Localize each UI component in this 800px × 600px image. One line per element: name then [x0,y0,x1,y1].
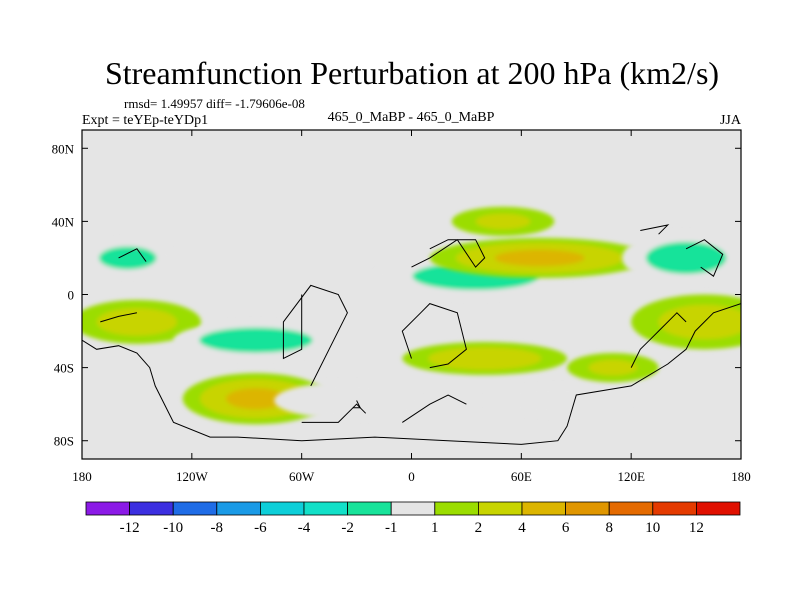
center-label: 465_0_MaBP - 465_0_MaBP [328,110,495,125]
colorbar-label: 6 [562,520,570,536]
stats-line: rmsd= 1.49957 diff= -1.79606e-08 [124,96,305,111]
colorbar-box [521,501,566,516]
anomaly-7 [429,237,650,279]
anomaly-band [199,327,313,353]
y-tick-label: 0 [68,288,75,303]
colorbar-label: -12 [120,520,140,536]
coastline-segment [401,303,467,369]
coastline-segment [685,239,724,277]
season-label: JJA [720,113,742,128]
anomaly-3 [173,321,339,359]
y-tick-label: 40S [54,361,74,376]
colorbar-label: -2 [341,520,354,536]
anomaly-band [658,304,741,340]
y-tick-label: 40N [52,214,75,229]
coastline-segment [630,312,687,368]
x-tick-label: 120W [176,469,209,484]
anomaly-12 [631,294,741,350]
anomaly-band [588,359,638,376]
colorbar-label: -10 [163,520,183,536]
anomaly-2 [82,299,201,344]
anomaly-11 [622,232,741,284]
colorbar-label: -6 [254,520,267,536]
coastline-segment [118,248,147,262]
x-tick-label: 60E [511,469,532,484]
anomaly-1 [82,239,174,277]
y-tick-label: 80S [54,434,74,449]
colorbar-label: -8 [211,520,224,536]
anomaly-13 [567,352,659,383]
axes: 180 120W 60W 0 60E 120E 180 80N 40N 0 40S 80S [52,130,751,484]
colorbar-box [608,501,654,516]
anomaly-band [494,249,585,267]
colorbar-box [85,501,130,516]
anomaly-10 [484,385,632,416]
x-tick-label: 60W [289,469,315,484]
anomaly-band [99,246,157,270]
colorbar-label: 2 [475,520,483,536]
chart-title: Streamfunction Perturbation at 200 hPa (… [105,55,719,91]
contour-field [82,206,741,425]
colorbar-box [434,501,479,516]
coastline-segment [100,312,137,323]
coastline-segment [640,224,670,235]
x-tick-label: 0 [408,469,415,484]
coastline-segment [301,403,367,423]
anomaly-band [226,388,286,410]
colorbar-box [477,501,523,516]
colorbar-box [216,501,261,516]
anomaly-8 [451,206,555,237]
coastline-segment [82,303,741,445]
anomaly-band [645,241,727,275]
colorbar-box [172,501,218,516]
y-tick-label: 80N [52,141,75,156]
colorbar-box [565,501,610,516]
colorbar-label: 8 [605,520,613,536]
colorbar: -12 -10 -8 -6 -4 -2 -1 1 2 4 6 8 10 12 [85,501,741,536]
coastline-segment [411,239,486,268]
colorbar-label: 1 [431,520,439,536]
colorbar-label: -4 [298,520,311,536]
anomaly-band [502,389,613,412]
plot-background [82,130,741,459]
colorbar-box [652,501,697,516]
anomaly-band [292,386,403,415]
colorbar-box [303,501,348,516]
colorbar-label: 10 [645,520,660,536]
anomaly-band [96,308,178,336]
anomaly-band [428,347,542,370]
colorbar-box [696,501,741,516]
x-tick-label: 180 [731,469,751,484]
x-tick-label: 120E [617,469,645,484]
colorbar-label: 4 [518,520,526,536]
colorbar-label: 12 [689,520,704,536]
anomaly-band [475,213,531,230]
colorbar-box [259,501,305,516]
x-tick-label: 180 [72,469,92,484]
coastlines [82,224,741,445]
experiment-label: Expt = teYEp-teYDp1 [82,113,208,128]
colorbar-box [390,501,436,516]
coastline-segment [402,394,467,423]
colorbar-label: -1 [385,520,398,536]
anomaly-5 [274,382,421,419]
colorbar-box [347,501,392,516]
coastline-segment [282,284,348,387]
anomaly-9 [402,342,568,375]
colorbar-box [129,501,174,516]
